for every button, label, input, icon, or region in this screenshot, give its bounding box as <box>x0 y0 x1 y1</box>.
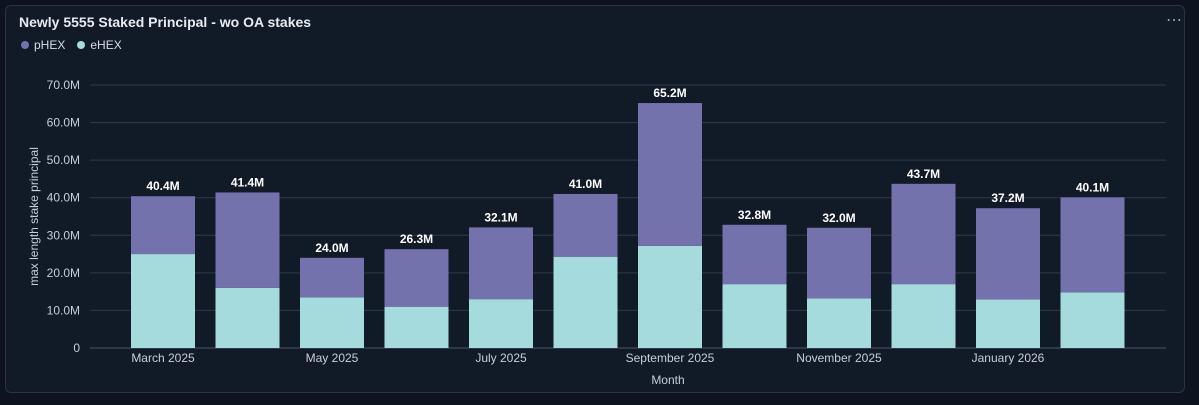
y-tick-label: 70.0M <box>47 78 80 92</box>
bar-ehex <box>976 299 1040 348</box>
bar-phex <box>469 227 533 300</box>
bar-phex <box>384 249 449 307</box>
y-tick-label: 40.0M <box>47 191 80 205</box>
data-label: 41.0M <box>569 177 602 191</box>
data-label: 24.0M <box>315 241 348 255</box>
legend-label-phex: pHEX <box>34 38 66 52</box>
y-tick-label: 20.0M <box>47 266 80 280</box>
bar-ehex <box>722 284 787 348</box>
x-tick-label: November 2025 <box>796 351 882 365</box>
bar-ehex <box>384 306 449 348</box>
data-label: 32.0M <box>822 211 855 225</box>
x-tick-label: March 2025 <box>131 351 195 365</box>
y-tick-label: 10.0M <box>47 303 80 317</box>
y-tick-label: 50.0M <box>47 153 80 167</box>
data-label: 32.1M <box>484 210 517 224</box>
x-tick-label: September 2025 <box>626 351 715 365</box>
bar-phex <box>553 193 618 257</box>
x-tick-label: July 2025 <box>475 351 527 365</box>
bar-phex <box>722 224 787 285</box>
legend-label-ehex: eHEX <box>90 38 122 52</box>
bar-phex <box>891 183 956 285</box>
bar-ehex <box>638 245 702 348</box>
x-tick-label: May 2025 <box>306 351 359 365</box>
chart-title: Newly 5555 Staked Principal - wo OA stak… <box>19 14 312 30</box>
legend-swatch-ehex <box>77 41 86 49</box>
more-icon[interactable]: ⋯ <box>1166 12 1183 29</box>
bar-phex <box>638 103 702 246</box>
bar-ehex <box>891 284 956 348</box>
y-axis-label: max length stake principal <box>27 147 41 286</box>
bar-phex <box>807 227 871 299</box>
legend-item-ehex[interactable]: eHEX <box>77 38 122 52</box>
x-axis-label: Month <box>651 373 684 387</box>
legend-item-phex[interactable]: pHEX <box>21 38 65 52</box>
bar-ehex <box>131 254 195 348</box>
bar-phex <box>976 208 1040 300</box>
bar-ehex <box>300 297 364 348</box>
data-label: 26.3M <box>400 232 433 246</box>
legend-swatch-phex <box>21 41 29 49</box>
bar-ehex <box>1060 292 1125 348</box>
data-label: 43.7M <box>907 167 940 181</box>
bar-phex <box>131 196 195 255</box>
bar-phex <box>215 192 280 288</box>
data-label: 65.2M <box>653 86 686 100</box>
data-label: 37.2M <box>991 191 1024 205</box>
y-tick-label: 30.0M <box>47 228 80 242</box>
data-label: 40.4M <box>146 179 179 193</box>
y-tick-label: 0 <box>73 341 80 355</box>
bar-ehex <box>553 256 618 348</box>
bar-ehex <box>215 287 280 348</box>
legend: pHEX eHEX <box>21 38 122 52</box>
bar-ehex <box>469 299 533 348</box>
x-tick-label: January 2026 <box>972 351 1045 365</box>
y-tick-label: 60.0M <box>47 116 80 130</box>
data-label: 40.1M <box>1076 180 1109 194</box>
bar-ehex <box>807 298 871 348</box>
bar-phex <box>1060 197 1125 293</box>
data-label: 41.4M <box>231 175 264 189</box>
data-label: 32.8M <box>738 208 771 222</box>
bar-phex <box>300 257 364 298</box>
